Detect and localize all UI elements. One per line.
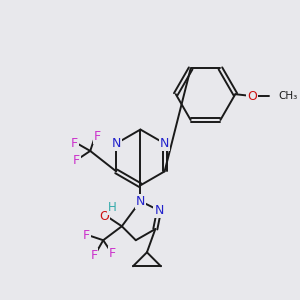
Text: F: F (71, 137, 78, 150)
Text: F: F (83, 229, 90, 242)
Text: O: O (247, 90, 257, 103)
Text: CH₃: CH₃ (278, 91, 297, 101)
Text: N: N (112, 137, 121, 150)
Text: F: F (90, 249, 98, 262)
Text: F: F (73, 154, 80, 167)
Text: F: F (109, 247, 116, 260)
Text: N: N (154, 204, 164, 217)
Text: H: H (108, 201, 117, 214)
Text: N: N (136, 195, 145, 208)
Text: N: N (160, 137, 169, 150)
Text: F: F (94, 130, 101, 143)
Text: O: O (99, 209, 109, 223)
